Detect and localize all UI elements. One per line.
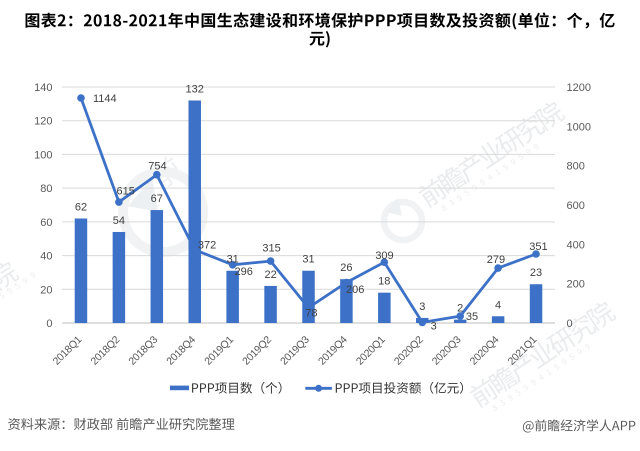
svg-text:3: 3 xyxy=(431,321,437,333)
svg-text:2: 2 xyxy=(457,303,463,315)
svg-text:18: 18 xyxy=(378,276,390,288)
svg-text:800: 800 xyxy=(567,161,585,173)
svg-text:120: 120 xyxy=(34,116,52,128)
svg-text:0: 0 xyxy=(567,318,573,330)
svg-text:60: 60 xyxy=(40,217,52,229)
svg-text:23: 23 xyxy=(530,267,542,279)
svg-text:62: 62 xyxy=(75,202,87,214)
svg-text:1200: 1200 xyxy=(567,82,591,94)
svg-text:3: 3 xyxy=(419,301,425,313)
svg-text:296: 296 xyxy=(235,266,253,278)
svg-text:200: 200 xyxy=(567,279,585,291)
svg-text:400: 400 xyxy=(567,239,585,251)
svg-text:67: 67 xyxy=(151,193,163,205)
svg-text:35: 35 xyxy=(466,311,478,323)
svg-text:1144: 1144 xyxy=(93,93,117,105)
svg-text:132: 132 xyxy=(186,84,204,96)
svg-text:351: 351 xyxy=(529,241,547,253)
svg-text:20: 20 xyxy=(40,284,52,296)
svg-text:309: 309 xyxy=(375,250,393,262)
svg-text:754: 754 xyxy=(148,160,166,172)
svg-text:372: 372 xyxy=(198,240,216,252)
svg-text:100: 100 xyxy=(34,149,52,161)
svg-text:206: 206 xyxy=(346,284,364,296)
svg-text:600: 600 xyxy=(567,200,585,212)
svg-text:615: 615 xyxy=(117,186,135,198)
svg-text:140: 140 xyxy=(34,82,52,94)
svg-text:54: 54 xyxy=(113,215,125,227)
svg-text:315: 315 xyxy=(262,242,280,254)
svg-text:1000: 1000 xyxy=(567,121,591,133)
svg-text:0: 0 xyxy=(46,318,52,330)
svg-text:80: 80 xyxy=(40,183,52,195)
svg-text:22: 22 xyxy=(264,269,276,281)
svg-text:40: 40 xyxy=(40,251,52,263)
svg-text:31: 31 xyxy=(227,254,239,266)
svg-text:279: 279 xyxy=(487,254,505,266)
svg-text:4: 4 xyxy=(495,299,501,311)
svg-text:31: 31 xyxy=(302,254,314,266)
svg-text:26: 26 xyxy=(340,262,352,274)
svg-text:78: 78 xyxy=(305,307,317,319)
